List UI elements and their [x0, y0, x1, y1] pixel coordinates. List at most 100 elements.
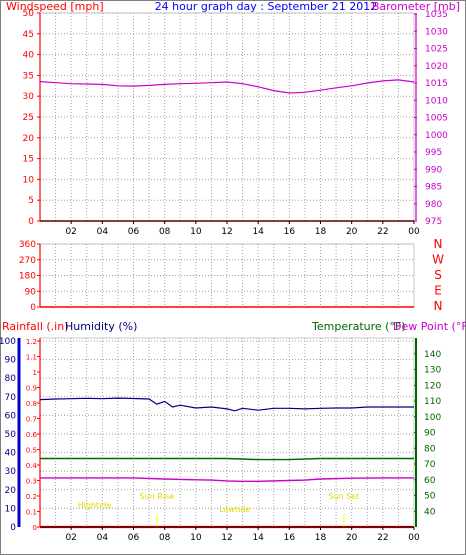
temperature-tick-label: 100 [424, 413, 441, 423]
x-tick-label: 00 [408, 227, 420, 237]
x-tick-label: 08 [159, 227, 171, 237]
temperature-tick-label: 140 [424, 350, 441, 360]
humidity-tick-label: 70 [5, 393, 17, 403]
rainfall-tick-label: 0.8 [26, 400, 37, 408]
humidity-tick-label: 60 [5, 411, 17, 421]
x-tick-label: 14 [252, 533, 264, 543]
rainfall-tick-label: 0.5 [26, 447, 37, 455]
x-tick-label: 12 [221, 227, 232, 237]
barometer-tick-label: 980 [425, 200, 442, 210]
rainfall-tick-label: 0.1 [26, 509, 37, 517]
direction-tick-label: 90 [25, 287, 37, 297]
x-tick-label: 06 [128, 533, 140, 543]
barometer-tick-label: 1025 [425, 45, 448, 55]
direction-tick-label: 0 [30, 303, 36, 313]
temperature-tick-label: 130 [424, 366, 441, 376]
direction-tick-label: 180 [19, 272, 36, 282]
rain-humidity-temperature-panel: 010203040506070809010000.10.20.30.40.50.… [0, 337, 441, 543]
windspeed-tick-label: 40 [23, 51, 35, 61]
x-tick-label: 00 [408, 533, 420, 543]
rainfall-tick-label: 0.2 [26, 493, 37, 501]
humidity-tick-label: 100 [0, 337, 16, 347]
direction-tick-label: 270 [19, 256, 36, 266]
humidity-tick-label: 50 [5, 430, 17, 440]
dewpoint-line [40, 477, 414, 482]
rainfall-tick-label: 0.4 [26, 462, 38, 470]
windspeed-tick-label: 30 [23, 92, 35, 102]
barometer-tick-label: 985 [425, 183, 442, 193]
rainfall-tick-label: 0.3 [26, 478, 37, 486]
rainfall-tick-label: 0 [33, 524, 37, 532]
sun-event-label: Sun Rise [140, 492, 175, 501]
compass-label: S [434, 268, 442, 282]
barometer-tick-label: 1010 [425, 96, 448, 106]
temperature-tick-label: 40 [424, 507, 436, 517]
barometer-line [39, 79, 415, 94]
temperature-line [40, 457, 414, 461]
temperature-tick-label: 110 [424, 397, 441, 407]
x-tick-label: 22 [377, 533, 388, 543]
x-tick-label: 06 [128, 227, 140, 237]
compass-label: E [434, 284, 442, 298]
rainfall-tick-label: 1 [33, 369, 37, 377]
compass-label: W [432, 253, 444, 267]
compass-label: N [434, 237, 443, 251]
barometer-tick-label: 1005 [425, 114, 448, 124]
windspeed-tick-label: 0 [28, 217, 34, 227]
temperature-tick-label: 120 [424, 381, 441, 391]
rainfall-tick-label: 0.6 [26, 431, 38, 439]
windspeed-tick-label: 25 [23, 113, 34, 123]
rainfall-axis-title: Rainfall (.in) [2, 320, 69, 333]
barometer-tick-label: 1035 [425, 10, 448, 20]
humidity-tick-label: 10 [5, 504, 17, 514]
x-tick-label: 02 [65, 533, 76, 543]
barometer-tick-label: 995 [425, 148, 442, 158]
windspeed-tick-label: 35 [23, 71, 34, 81]
humidity-tick-label: 90 [5, 356, 17, 366]
wind-barometer-panel: 0510152025303540455097598098599099510001… [23, 9, 449, 237]
x-tick-label: 20 [346, 227, 358, 237]
humidity-tick-label: 30 [5, 467, 17, 477]
x-tick-label: 12 [221, 533, 232, 543]
x-tick-label: 14 [252, 227, 264, 237]
x-tick-label: 04 [97, 533, 109, 543]
windspeed-tick-label: 50 [23, 9, 35, 19]
temperature-tick-label: 60 [424, 476, 436, 486]
x-tick-label: 22 [377, 227, 388, 237]
windspeed-axis-title: Windspeed [mph] [6, 0, 104, 13]
humidity-tick-label: 20 [5, 486, 17, 496]
barometer-axis-title: Barometer [mb] [372, 0, 460, 13]
barometer-tick-label: 1020 [425, 62, 448, 72]
compass-label: N [434, 299, 443, 313]
barometer-tick-label: 990 [425, 165, 442, 175]
windspeed-tick-label: 20 [23, 134, 35, 144]
temperature-tick-label: 50 [424, 492, 436, 502]
rainfall-tick-label: 1.1 [26, 354, 37, 362]
x-tick-label: 04 [97, 227, 109, 237]
rainfall-tick-label: 0.9 [26, 385, 37, 393]
x-tick-label: 20 [346, 533, 358, 543]
tide-label: Hightide [78, 501, 112, 510]
x-tick-label: 18 [315, 227, 327, 237]
direction-tick-label: 360 [19, 240, 36, 250]
windspeed-tick-label: 5 [28, 196, 34, 206]
barometer-tick-label: 1000 [425, 131, 448, 141]
temperature-tick-label: 70 [424, 460, 436, 470]
humidity-tick-label: 80 [5, 374, 17, 384]
barometer-tick-label: 1015 [425, 79, 448, 89]
x-tick-label: 18 [315, 533, 327, 543]
humidity-axis-title: Humidity (%) [65, 320, 137, 333]
x-tick-label: 02 [65, 227, 76, 237]
windspeed-tick-label: 15 [23, 155, 34, 165]
sun-event-label: Sun Set [328, 492, 359, 501]
x-tick-label: 10 [190, 227, 202, 237]
dewpoint-axis-title: Dew Point (°F) [393, 320, 466, 333]
windspeed-tick-label: 10 [23, 175, 35, 185]
x-tick-label: 16 [284, 533, 296, 543]
humidity-line [39, 397, 414, 412]
barometer-tick-label: 1030 [425, 27, 448, 37]
humidity-tick-label: 40 [5, 449, 17, 459]
